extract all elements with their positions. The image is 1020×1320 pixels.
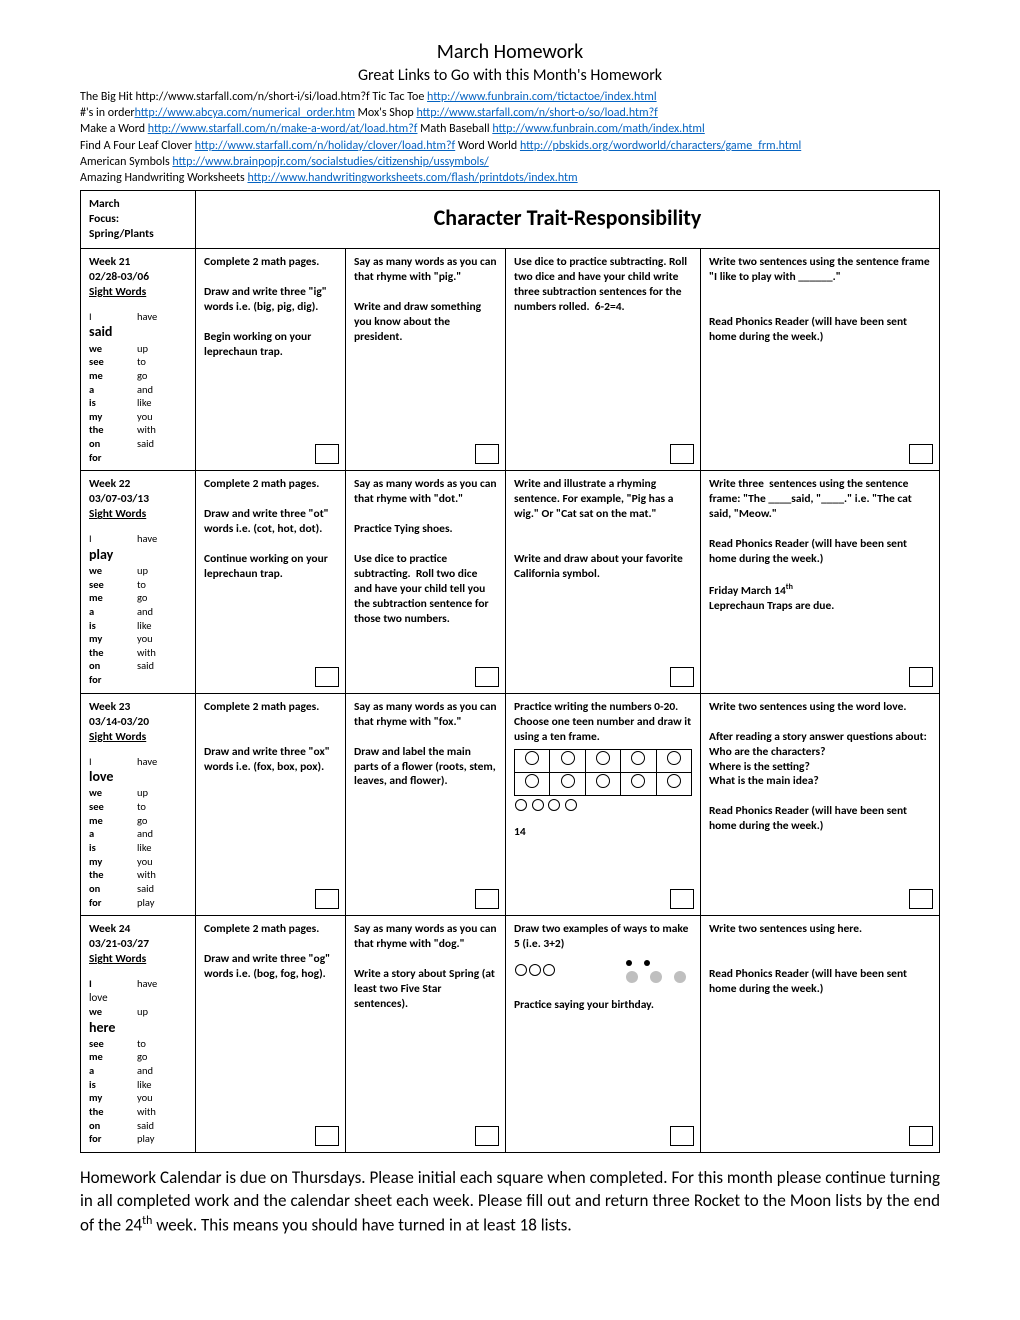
resource-link[interactable]: http://www.abcya.com/numerical_order.htm bbox=[135, 106, 355, 120]
initial-box[interactable] bbox=[475, 1126, 499, 1146]
activity-cell: Write two sentences using here. Read Pho… bbox=[701, 916, 940, 1153]
initial-box[interactable] bbox=[315, 1126, 339, 1146]
week-sight-cell: Week 2203/07-03/13Sight WordsIhave playw… bbox=[81, 471, 196, 693]
activity-cell: Say as many words as you can that rhyme … bbox=[346, 248, 506, 470]
activity-cell: Complete 2 math pages. Draw and write th… bbox=[196, 471, 346, 693]
resource-link[interactable]: http://www.starfall.com/n/short-o/so/loa… bbox=[416, 106, 657, 120]
week-sight-cell: Week 2303/14-03/20Sight WordsIhave lovew… bbox=[81, 693, 196, 915]
initial-box[interactable] bbox=[475, 444, 499, 464]
homework-table: March Focus: Spring/Plants Character Tra… bbox=[80, 190, 940, 1153]
initial-box[interactable] bbox=[670, 444, 694, 464]
resource-link[interactable]: http://www.starfall.com/n/make-a-word/at… bbox=[148, 122, 418, 136]
week-sight-cell: Week 2403/21-03/27Sight WordsIhave lovew… bbox=[81, 916, 196, 1153]
initial-box[interactable] bbox=[315, 889, 339, 909]
activity-cell: Say as many words as you can that rhyme … bbox=[346, 693, 506, 915]
activity-cell: Complete 2 math pages. Draw and write th… bbox=[196, 693, 346, 915]
resource-link[interactable]: http://www.brainpopjr.com/socialstudies/… bbox=[172, 155, 488, 169]
activity-cell: Say as many words as you can that rhyme … bbox=[346, 471, 506, 693]
closing-text: Homework Calendar is due on Thursdays. P… bbox=[80, 1167, 940, 1237]
header-trait: Character Trait-Responsibility bbox=[196, 191, 940, 249]
resource-link[interactable]: http://www.funbrain.com/tictactoe/index.… bbox=[427, 90, 657, 104]
activity-cell: Say as many words as you can that rhyme … bbox=[346, 916, 506, 1153]
initial-box[interactable] bbox=[670, 889, 694, 909]
page-subtitle: Great Links to Go with this Month's Home… bbox=[80, 66, 940, 85]
activity-cell: Use dice to practice subtracting. Roll t… bbox=[506, 248, 701, 470]
ten-frame bbox=[514, 749, 692, 796]
activity-cell: Practice writing the numbers 0-20. Choos… bbox=[506, 693, 701, 915]
resource-link[interactable]: http://pbskids.org/wordworld/characters/… bbox=[520, 139, 801, 153]
activity-cell: Write three sentences using the sentence… bbox=[701, 471, 940, 693]
initial-box[interactable] bbox=[909, 1126, 933, 1146]
links-block: The Big Hit http://www.starfall.com/n/sh… bbox=[80, 89, 940, 186]
activity-cell: Draw two examples of ways to make 5 (i.e… bbox=[506, 916, 701, 1153]
initial-box[interactable] bbox=[670, 1126, 694, 1146]
activity-cell: Complete 2 math pages. Draw and write th… bbox=[196, 248, 346, 470]
initial-box[interactable] bbox=[670, 667, 694, 687]
resource-link[interactable]: http://www.handwritingworksheets.com/fla… bbox=[247, 171, 577, 185]
initial-box[interactable] bbox=[315, 667, 339, 687]
initial-box[interactable] bbox=[909, 444, 933, 464]
initial-box[interactable] bbox=[909, 889, 933, 909]
initial-box[interactable] bbox=[475, 667, 499, 687]
activity-cell: Write two sentences using the word love.… bbox=[701, 693, 940, 915]
header-left: March Focus: Spring/Plants bbox=[81, 191, 196, 249]
resource-link[interactable]: http://www.starfall.com/n/holiday/clover… bbox=[195, 139, 455, 153]
initial-box[interactable] bbox=[475, 889, 499, 909]
initial-box[interactable] bbox=[909, 667, 933, 687]
initial-box[interactable] bbox=[315, 444, 339, 464]
week-sight-cell: Week 2102/28-03/06Sight WordsIhave saidw… bbox=[81, 248, 196, 470]
activity-cell: Write and illustrate a rhyming sentence.… bbox=[506, 471, 701, 693]
resource-link[interactable]: http://www.funbrain.com/math/index.html bbox=[492, 122, 704, 136]
activity-cell: Write two sentences using the sentence f… bbox=[701, 248, 940, 470]
page-title: March Homework bbox=[80, 40, 940, 64]
activity-cell: Complete 2 math pages. Draw and write th… bbox=[196, 916, 346, 1153]
